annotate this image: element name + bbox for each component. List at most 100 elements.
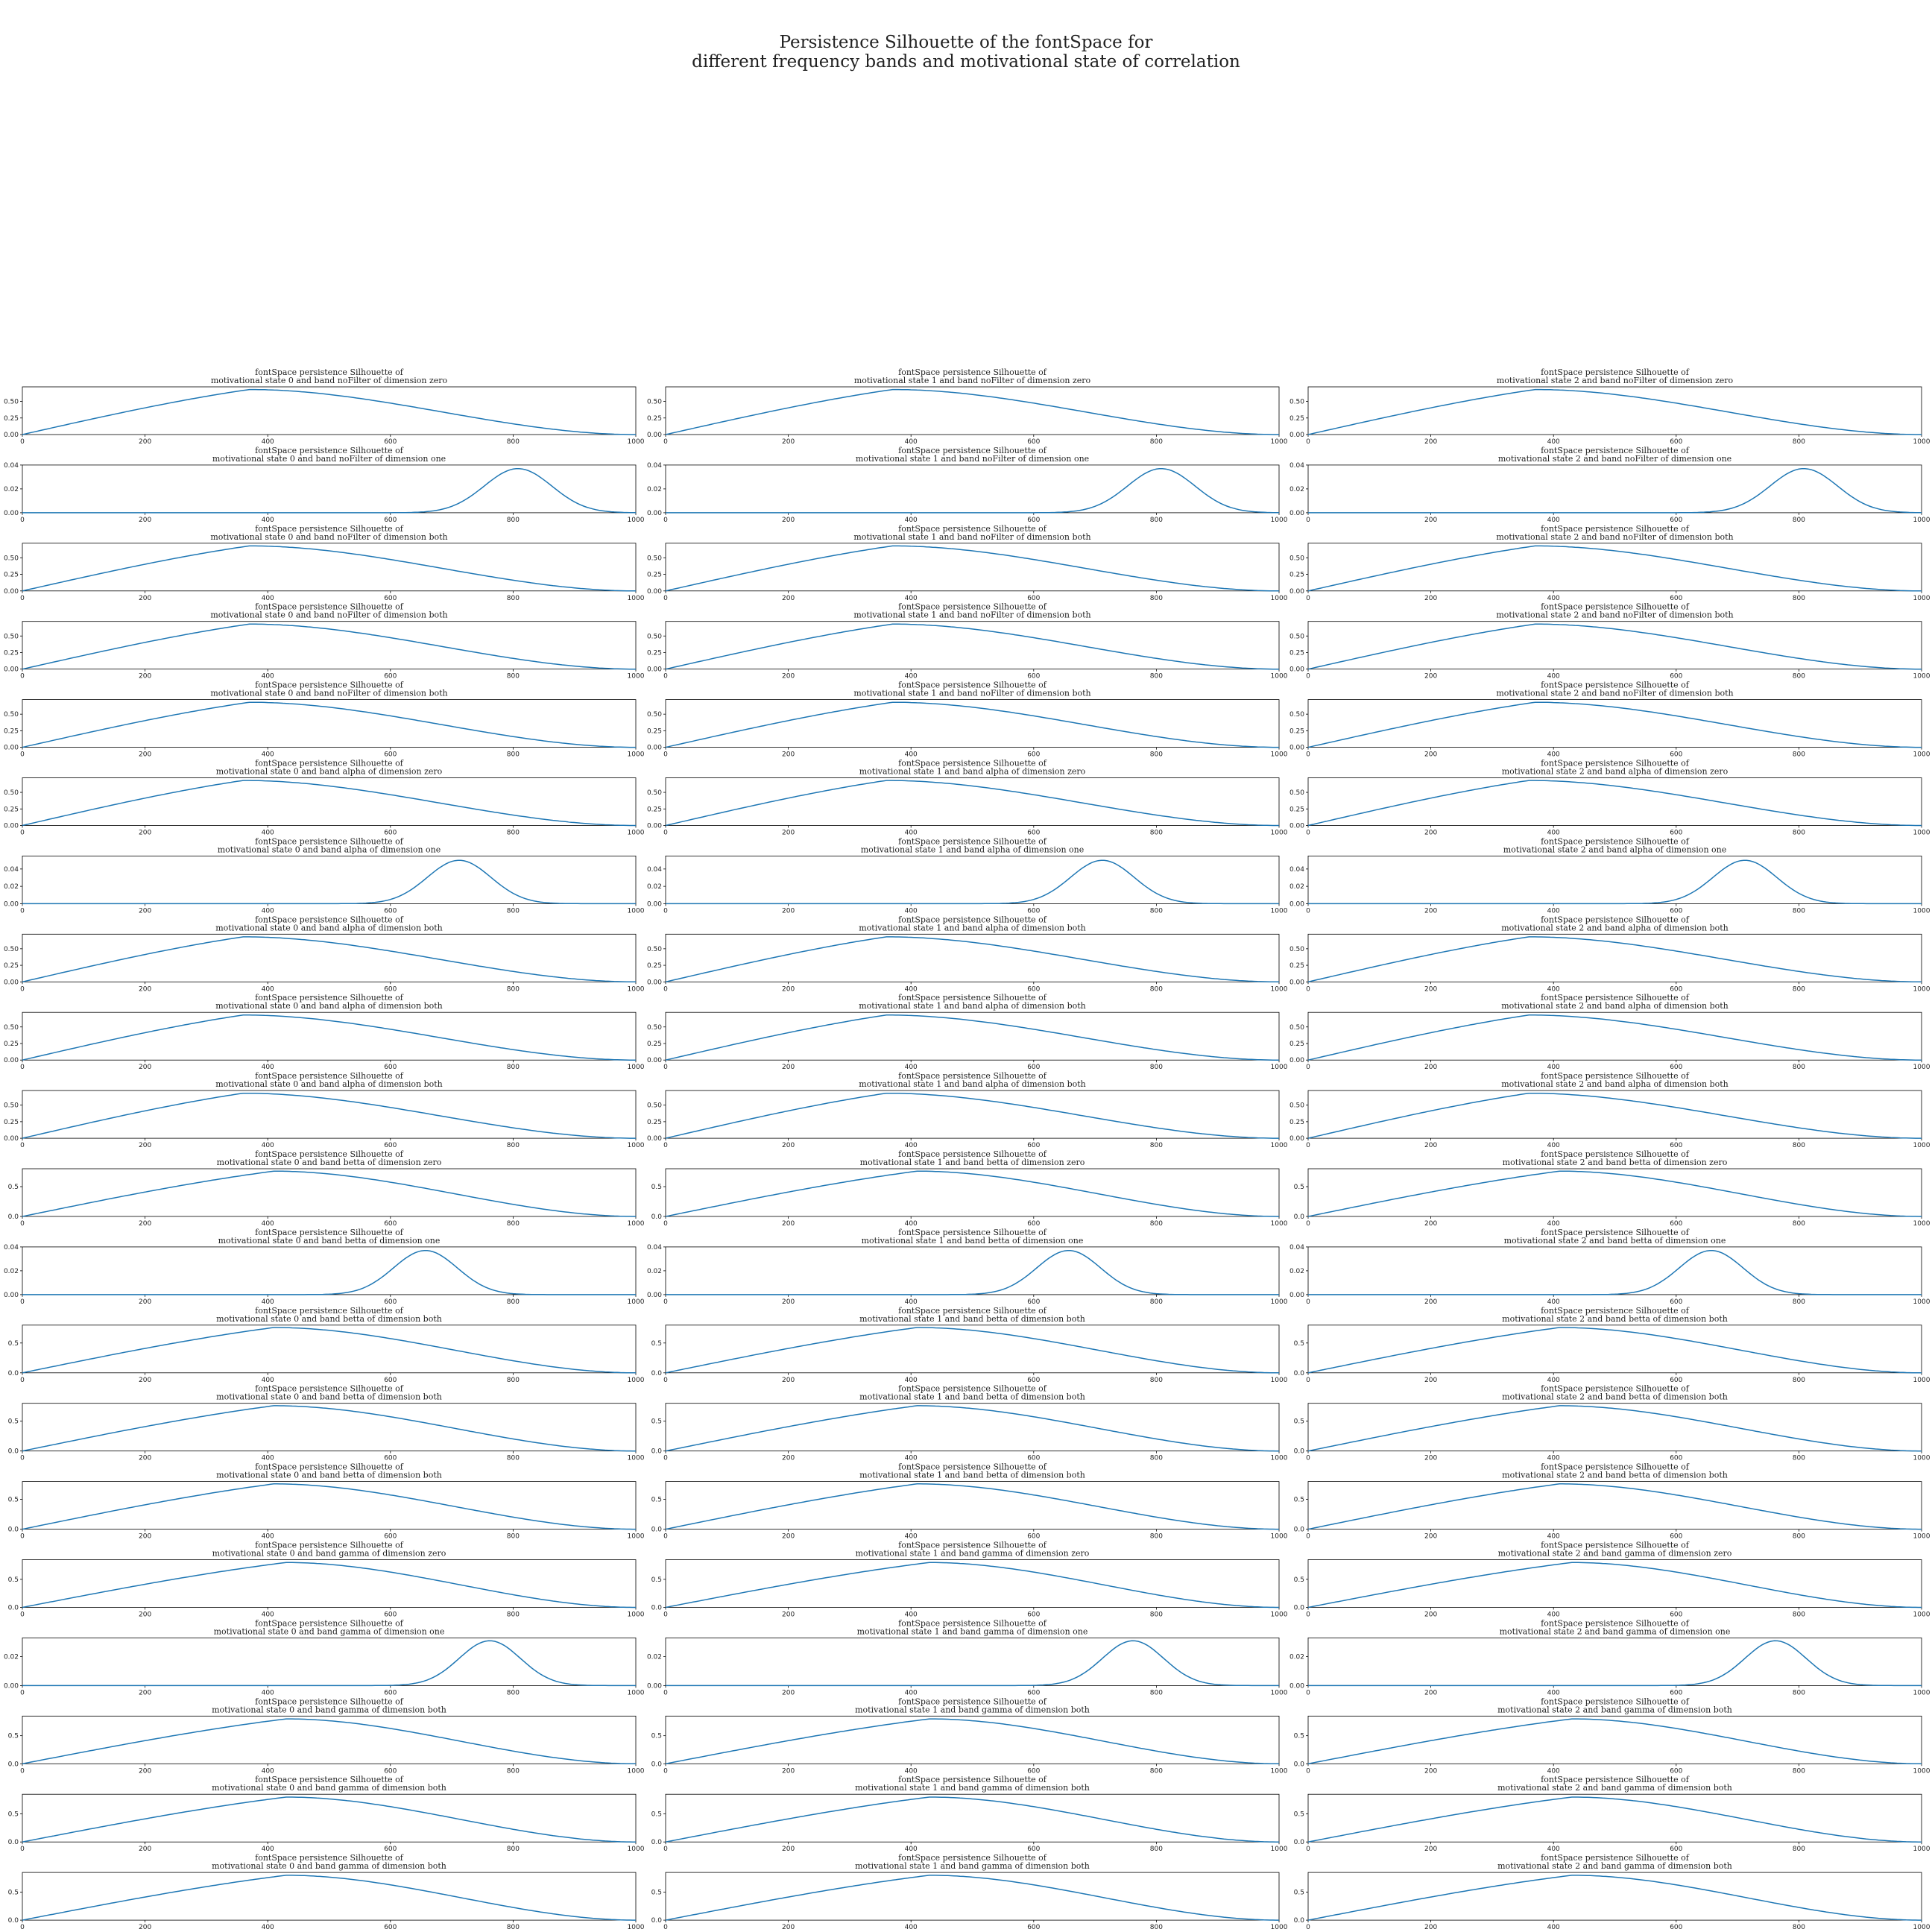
subplot-title-line-2: motivational state 1 and band noFilter o… — [853, 610, 1090, 620]
subplot-r19-c2: fontSpace persistence Silhouette ofmotiv… — [1294, 1853, 1931, 1931]
silhouette-series-line — [22, 1327, 636, 1374]
subplot-r15-c2: fontSpace persistence Silhouette ofmotiv… — [1294, 1541, 1931, 1619]
x-tick-label: 800 — [507, 517, 520, 524]
y-tick-label: 0.00 — [4, 745, 19, 752]
x-tick-label: 0 — [1306, 1611, 1310, 1619]
y-tick-label: 0.04 — [1289, 866, 1304, 874]
x-tick-label: 800 — [507, 1220, 520, 1228]
x-tick-label: 800 — [1150, 1455, 1163, 1462]
x-tick-label: 400 — [1547, 907, 1560, 915]
x-tick-label: 800 — [1793, 1611, 1805, 1619]
subplot-title-line-2: motivational state 0 and band gamma of d… — [212, 1705, 446, 1714]
x-tick-label: 800 — [1793, 595, 1805, 602]
subplot-title-line-2: motivational state 2 and band betta of d… — [1504, 1236, 1726, 1246]
x-tick-label: 200 — [139, 1611, 151, 1619]
x-tick-label: 800 — [1793, 1377, 1805, 1384]
y-tick-label: 0.0 — [651, 1527, 663, 1534]
subplot-title-line-2: motivational state 0 and band betta of d… — [217, 1158, 442, 1167]
x-tick-label: 1000 — [628, 1064, 645, 1071]
y-tick-label: 0.50 — [647, 1102, 662, 1110]
silhouette-series-line — [665, 1327, 1279, 1374]
x-tick-label: 600 — [384, 673, 397, 681]
axes-frame — [1307, 1011, 1922, 1061]
subplot-title-line-1: fontSpace persistence Silhouette of — [1541, 1071, 1690, 1081]
subplot-r15-c1: fontSpace persistence Silhouette ofmotiv… — [651, 1541, 1288, 1619]
subplot-r18-c2: fontSpace persistence Silhouette ofmotiv… — [1294, 1775, 1931, 1853]
x-tick-label: 200 — [782, 438, 795, 446]
y-tick-label: 0.00 — [4, 666, 19, 674]
x-tick-label: 0 — [20, 673, 25, 681]
y-tick-label: 0.5 — [1294, 1733, 1304, 1740]
y-tick-label: 0.0 — [1294, 1370, 1305, 1377]
x-tick-label: 400 — [905, 438, 918, 446]
x-tick-label: 1000 — [1913, 907, 1931, 915]
x-tick-label: 400 — [1547, 1142, 1560, 1149]
x-tick-label: 200 — [1424, 1220, 1437, 1228]
subplot-title-line-2: motivational state 2 and band gamma of d… — [1497, 1861, 1732, 1871]
x-tick-label: 1000 — [1271, 438, 1288, 446]
subplot-title-line-2: motivational state 0 and band noFilter o… — [210, 532, 447, 542]
y-tick-label: 0.5 — [1294, 1184, 1304, 1191]
x-tick-label: 400 — [262, 517, 274, 524]
x-tick-label: 800 — [1793, 1689, 1805, 1696]
axes-frame — [665, 1403, 1280, 1452]
subplot-title-line-2: motivational state 2 and band alpha of d… — [1502, 767, 1729, 777]
y-tick-label: 0.0 — [8, 1761, 19, 1768]
silhouette-series-line — [666, 1640, 1279, 1687]
y-tick-label: 0.00 — [1289, 432, 1304, 439]
silhouette-series-line — [665, 936, 1279, 983]
x-tick-label: 200 — [782, 517, 795, 524]
subplot-title-line-1: fontSpace persistence Silhouette of — [1541, 759, 1690, 768]
x-tick-label: 600 — [384, 1377, 397, 1384]
x-tick-label: 600 — [384, 595, 397, 602]
subplot-r17-c2: fontSpace persistence Silhouette ofmotiv… — [1294, 1696, 1931, 1775]
x-tick-label: 600 — [384, 1455, 397, 1462]
silhouette-series-line — [665, 1562, 1279, 1609]
x-tick-label: 0 — [1306, 985, 1310, 993]
subplot-title-line-2: motivational state 2 and band betta of d… — [1502, 1392, 1728, 1402]
axes-frame — [665, 1246, 1280, 1295]
x-tick-label: 800 — [1150, 438, 1163, 446]
y-tick-label: 0.0 — [8, 1605, 19, 1612]
y-tick-label: 0.00 — [647, 1682, 662, 1690]
silhouette-series-line — [666, 859, 1279, 905]
y-tick-label: 0.50 — [647, 399, 662, 406]
silhouette-series-line — [22, 1170, 636, 1217]
subplot-r8-c1: fontSpace persistence Silhouette ofmotiv… — [647, 993, 1288, 1071]
y-tick-label: 0.25 — [1289, 962, 1304, 970]
subplot-r13-c0: fontSpace persistence Silhouette ofmotiv… — [8, 1384, 645, 1462]
x-tick-label: 400 — [905, 1220, 918, 1228]
y-tick-label: 0.00 — [1289, 1135, 1304, 1143]
x-tick-label: 600 — [1027, 830, 1040, 837]
x-tick-label: 200 — [139, 1377, 151, 1384]
x-tick-label: 400 — [1547, 985, 1560, 993]
y-tick-label: 0.00 — [4, 1135, 19, 1143]
silhouette-series-line — [1307, 1562, 1922, 1609]
y-tick-label: 0.25 — [4, 1041, 19, 1048]
silhouette-series-line — [1307, 1327, 1922, 1374]
subplot-title-line-1: fontSpace persistence Silhouette of — [255, 1228, 404, 1237]
axes-frame — [1307, 1715, 1922, 1764]
subplot-title-line-2: motivational state 2 and band noFilter o… — [1497, 376, 1734, 385]
x-tick-label: 800 — [507, 1767, 520, 1775]
x-tick-label: 800 — [507, 673, 520, 681]
y-tick-label: 0.25 — [647, 1119, 662, 1126]
subplot-title-line-2: motivational state 0 and band gamma of d… — [212, 1549, 446, 1559]
y-tick-label: 0.0 — [1294, 1527, 1305, 1534]
y-tick-label: 0.0 — [1294, 1213, 1305, 1221]
x-tick-label: 600 — [1670, 1142, 1682, 1149]
subplot-r16-c0: fontSpace persistence Silhouette ofmotiv… — [4, 1618, 645, 1696]
x-tick-label: 800 — [1150, 673, 1163, 681]
x-tick-label: 400 — [1547, 1455, 1560, 1462]
y-tick-label: 0.0 — [651, 1370, 663, 1377]
x-tick-label: 1000 — [1913, 1846, 1931, 1853]
subplot-title-line-1: fontSpace persistence Silhouette of — [1541, 1306, 1690, 1316]
y-tick-label: 0.5 — [1294, 1340, 1304, 1348]
axes-frame — [1307, 1481, 1922, 1530]
x-tick-label: 200 — [139, 907, 151, 915]
y-tick-label: 0.00 — [1289, 1682, 1304, 1690]
x-tick-label: 600 — [1670, 1611, 1682, 1619]
silhouette-series-line — [666, 1249, 1279, 1295]
x-tick-label: 200 — [782, 1767, 795, 1775]
axes-frame — [665, 1011, 1280, 1061]
